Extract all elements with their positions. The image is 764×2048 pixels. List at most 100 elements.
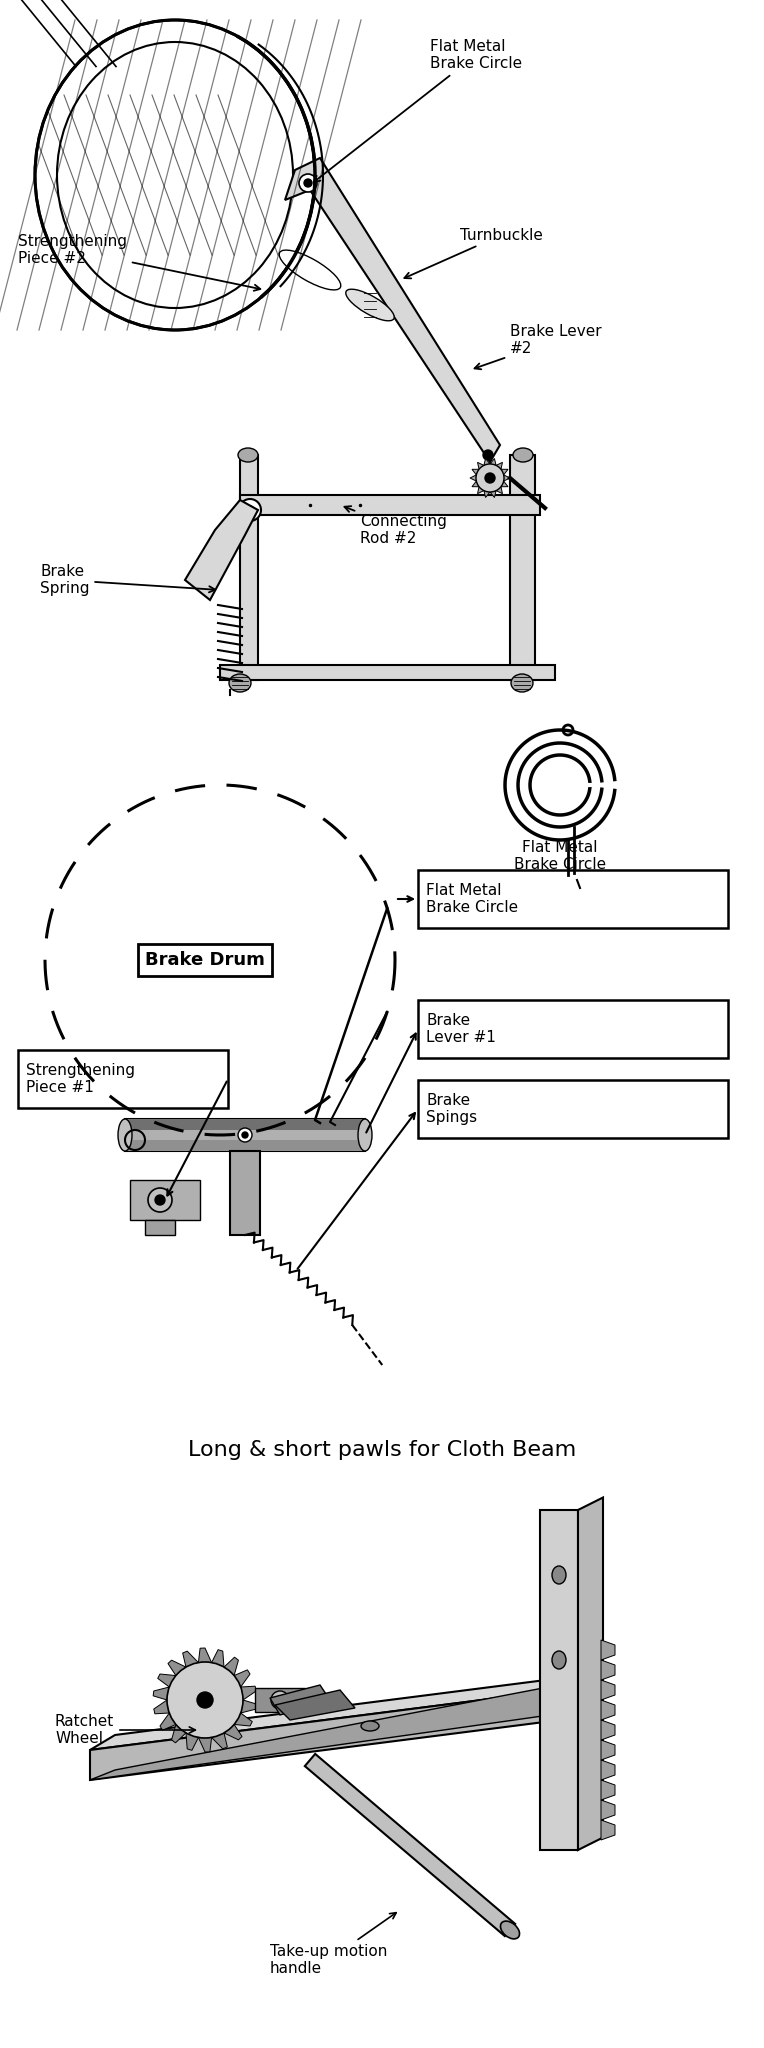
Circle shape xyxy=(242,1133,248,1139)
Polygon shape xyxy=(601,1780,615,1800)
Polygon shape xyxy=(90,1690,560,1780)
Ellipse shape xyxy=(552,1651,566,1669)
Polygon shape xyxy=(478,487,484,494)
Polygon shape xyxy=(90,1679,585,1780)
Ellipse shape xyxy=(238,449,258,463)
Circle shape xyxy=(148,1188,172,1212)
Polygon shape xyxy=(601,1679,615,1700)
Polygon shape xyxy=(199,1737,212,1751)
Polygon shape xyxy=(234,1669,250,1688)
Polygon shape xyxy=(230,1151,260,1235)
Polygon shape xyxy=(484,492,490,498)
Text: Flat Metal
Brake Circle: Flat Metal Brake Circle xyxy=(314,39,522,182)
Polygon shape xyxy=(501,469,508,475)
Polygon shape xyxy=(601,1800,615,1821)
Bar xyxy=(418,1079,728,1139)
Bar xyxy=(418,999,728,1059)
Polygon shape xyxy=(212,1733,228,1749)
Ellipse shape xyxy=(358,1118,372,1151)
Polygon shape xyxy=(241,1700,257,1712)
Polygon shape xyxy=(601,1700,615,1720)
Polygon shape xyxy=(168,1661,186,1675)
Polygon shape xyxy=(601,1640,615,1661)
Polygon shape xyxy=(234,1712,252,1726)
Polygon shape xyxy=(484,459,490,465)
Polygon shape xyxy=(490,459,496,465)
Circle shape xyxy=(304,178,312,186)
Text: Strengthening
Piece #1: Strengthening Piece #1 xyxy=(26,1063,135,1096)
Polygon shape xyxy=(125,1141,365,1151)
Polygon shape xyxy=(470,475,476,481)
Polygon shape xyxy=(472,481,479,487)
Polygon shape xyxy=(186,1733,199,1751)
Polygon shape xyxy=(160,1712,176,1731)
Text: Ratchet
Wheel: Ratchet Wheel xyxy=(55,1714,196,1747)
Polygon shape xyxy=(220,666,555,680)
Ellipse shape xyxy=(346,289,394,322)
Polygon shape xyxy=(270,1686,330,1714)
Ellipse shape xyxy=(118,1118,132,1151)
Text: Long & short pawls for Cloth Beam: Long & short pawls for Cloth Beam xyxy=(188,1440,576,1460)
Ellipse shape xyxy=(511,674,533,692)
Polygon shape xyxy=(601,1759,615,1780)
Circle shape xyxy=(167,1663,243,1739)
Polygon shape xyxy=(601,1821,615,1839)
Polygon shape xyxy=(240,496,540,514)
Polygon shape xyxy=(145,1221,175,1235)
Text: Brake Drum: Brake Drum xyxy=(145,950,265,969)
Polygon shape xyxy=(540,1509,578,1849)
Ellipse shape xyxy=(552,1567,566,1583)
Polygon shape xyxy=(212,1651,224,1667)
Polygon shape xyxy=(478,463,484,469)
Polygon shape xyxy=(601,1741,615,1759)
Polygon shape xyxy=(601,1661,615,1679)
Text: Flat Metal
Brake Circle: Flat Metal Brake Circle xyxy=(514,840,606,872)
Polygon shape xyxy=(125,1118,365,1151)
Polygon shape xyxy=(503,475,510,481)
Circle shape xyxy=(238,1128,252,1143)
Polygon shape xyxy=(172,1724,186,1743)
Text: Brake
Spings: Brake Spings xyxy=(426,1094,478,1124)
Polygon shape xyxy=(157,1673,176,1688)
Text: Take-up motion
handle: Take-up motion handle xyxy=(270,1913,397,1976)
Text: Flat Metal
Brake Circle: Flat Metal Brake Circle xyxy=(426,883,518,915)
Polygon shape xyxy=(255,1688,305,1712)
Ellipse shape xyxy=(500,1921,520,1939)
Polygon shape xyxy=(90,1675,585,1749)
Circle shape xyxy=(197,1692,213,1708)
Polygon shape xyxy=(472,469,479,475)
Circle shape xyxy=(485,473,495,483)
Polygon shape xyxy=(185,500,258,600)
Polygon shape xyxy=(224,1657,238,1675)
Circle shape xyxy=(246,506,254,514)
Polygon shape xyxy=(153,1688,170,1700)
Polygon shape xyxy=(275,1690,355,1720)
Ellipse shape xyxy=(35,20,315,330)
Circle shape xyxy=(155,1194,165,1204)
Polygon shape xyxy=(510,455,535,680)
Circle shape xyxy=(476,465,504,492)
Circle shape xyxy=(271,1692,289,1708)
Polygon shape xyxy=(501,481,508,487)
Circle shape xyxy=(483,451,493,461)
Bar xyxy=(18,1051,228,1108)
Text: Brake
Lever #1: Brake Lever #1 xyxy=(426,1014,496,1044)
Ellipse shape xyxy=(513,449,533,463)
Polygon shape xyxy=(224,1724,242,1741)
Text: Connecting
Rod #2: Connecting Rod #2 xyxy=(345,506,447,547)
Circle shape xyxy=(276,1696,284,1704)
Polygon shape xyxy=(285,158,500,463)
Ellipse shape xyxy=(279,250,341,291)
Polygon shape xyxy=(601,1720,615,1741)
Ellipse shape xyxy=(229,674,251,692)
Polygon shape xyxy=(578,1497,603,1849)
Polygon shape xyxy=(240,455,258,680)
Ellipse shape xyxy=(361,1720,379,1731)
Text: Brake
Spring: Brake Spring xyxy=(40,563,215,596)
Polygon shape xyxy=(496,487,503,494)
Circle shape xyxy=(239,500,261,520)
Polygon shape xyxy=(183,1651,199,1667)
Polygon shape xyxy=(496,463,503,469)
Polygon shape xyxy=(154,1700,170,1714)
Bar xyxy=(418,870,728,928)
